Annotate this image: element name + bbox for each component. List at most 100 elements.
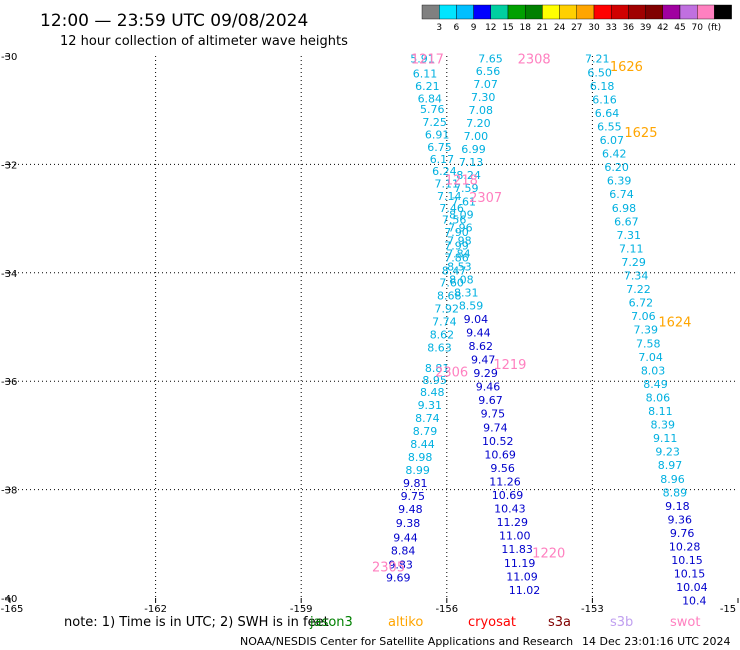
credit-text: NOAA/NESDIS Center for Satellite Applica… <box>240 635 573 648</box>
x-tick-label: -153 <box>581 604 604 615</box>
track-time-label: 1218 <box>445 174 478 189</box>
wave-height-value: 9.23 <box>655 446 680 459</box>
y-tick-label: -32 <box>1 160 17 171</box>
wave-height-value: 7.14 <box>437 190 462 203</box>
colorbar-swatch <box>421 4 440 20</box>
wave-height-value: 7.21 <box>585 53 610 66</box>
wave-height-value: 5.76 <box>420 103 445 116</box>
chart-title: 12:00 — 23:59 UTC 09/08/2024 <box>40 11 308 31</box>
wave-height-value: 8.49 <box>643 378 668 391</box>
wave-height-value: 10.4 <box>682 595 707 608</box>
wave-height-value: 6.21 <box>415 80 440 93</box>
y-tick-label: -30 <box>1 52 17 63</box>
wave-height-value: 9.44 <box>393 531 418 544</box>
satellite-legend-item: cryosat <box>468 615 516 630</box>
colorbar-swatch <box>662 4 681 20</box>
wave-height-value: 6.56 <box>476 65 501 78</box>
wave-height-value: 8.53 <box>447 260 472 273</box>
colorbar-swatch <box>697 4 715 20</box>
wave-height-value: 8.59 <box>459 299 484 312</box>
wave-height-value: 8.95 <box>422 374 447 387</box>
wave-height-value: 11.02 <box>509 584 541 597</box>
wave-height-value: 6.67 <box>614 215 639 228</box>
track-time-label: 1217 <box>411 53 444 68</box>
wave-height-value: 9.31 <box>418 399 443 412</box>
wave-height-value: 6.24 <box>432 165 457 178</box>
wave-height-value: 10.15 <box>671 554 703 567</box>
wave-height-value: 8.79 <box>413 425 438 438</box>
colorbar-swatch <box>679 4 698 20</box>
wave-height-value: 7.84 <box>446 247 471 260</box>
wave-height-value: 8.44 <box>410 438 435 451</box>
colorbar-label: 36 <box>623 23 635 33</box>
wave-height-value: 7.61 <box>452 195 477 208</box>
wave-height-value: 9.83 <box>388 558 413 571</box>
wave-height-value: 7.90 <box>444 226 469 239</box>
wave-height-value: 8.81 <box>425 362 450 375</box>
wave-height-value: 10.69 <box>484 448 516 461</box>
y-tick-label: -34 <box>1 269 17 280</box>
wave-height-value: 7.06 <box>631 310 656 323</box>
wave-height-value: 7.60 <box>439 277 464 290</box>
wave-height-value: 9.11 <box>653 432 678 445</box>
colorbar-swatch <box>593 4 612 20</box>
wave-height-value: 10.69 <box>492 489 524 502</box>
wave-height-value: 8.06 <box>646 391 671 404</box>
wave-height-value: 8.39 <box>651 419 676 432</box>
wave-height-value: 9.76 <box>670 527 695 540</box>
wave-height-value: 10.28 <box>669 541 701 554</box>
y-tick-label: -36 <box>1 377 17 388</box>
wave-height-value: 8.08 <box>449 273 474 286</box>
wave-height-value: 10.43 <box>494 503 526 516</box>
wave-height-value: 9.47 <box>471 354 496 367</box>
colorbar-label: 33 <box>605 23 616 33</box>
wave-height-value: 6.91 <box>425 129 450 142</box>
y-tick-label: -38 <box>1 486 17 497</box>
track-time-label: 1220 <box>532 546 565 561</box>
wave-height-value: 9.29 <box>473 367 498 380</box>
satellite-legend-item: swot <box>670 615 700 630</box>
wave-height-value: 11.83 <box>501 543 533 556</box>
track-time-label: 2305 <box>372 561 405 576</box>
y-tick-label: -40 <box>1 594 17 605</box>
wave-height-value: 7.98 <box>447 234 472 247</box>
colorbar-label: 39 <box>640 23 652 33</box>
wave-height-value: 9.74 <box>483 421 508 434</box>
colorbar-swatch <box>456 4 474 20</box>
track-time-label: 1219 <box>493 358 526 373</box>
wave-height-value: 7.74 <box>432 316 457 329</box>
wave-height-value: 7.92 <box>435 303 460 316</box>
wave-height-value: 8.09 <box>449 208 474 221</box>
wave-height-value: 9.44 <box>466 326 491 339</box>
colorbar-label: (ft) <box>708 23 722 33</box>
wave-height-value: 8.24 <box>456 169 481 182</box>
wave-height-value: 11.26 <box>489 475 521 488</box>
wave-height-value: 6.07 <box>600 134 625 147</box>
wave-height-value: 7.59 <box>454 182 479 195</box>
wave-height-value: 9.69 <box>386 571 411 584</box>
wave-height-value: 8.47 <box>442 265 467 278</box>
colorbar-label: 42 <box>657 23 668 33</box>
wave-height-value: 7.58 <box>636 337 661 350</box>
colorbar-swatch <box>559 4 577 20</box>
wave-height-value: 9.81 <box>403 477 428 490</box>
colorbar-label: 30 <box>588 23 600 33</box>
x-tick-label: -15 <box>720 604 736 615</box>
wave-height-value: 9.56 <box>490 462 515 475</box>
satellite-legend-item: s3b <box>610 615 633 630</box>
wave-height-value: 6.18 <box>590 80 615 93</box>
wave-height-value: 7.96 <box>448 221 473 234</box>
colorbar-label: 70 <box>691 23 703 33</box>
axes: -165 -162 -159 -156 -153 -15 -40 -38 -36 -34 -32 -3… <box>1 52 739 615</box>
wave-height-value: 9.46 <box>476 381 501 394</box>
wave-height-value: 9.67 <box>478 394 503 407</box>
colorbar-swatch <box>525 4 543 20</box>
wave-height-value: 7.04 <box>638 351 663 364</box>
wave-height-value: 7.46 <box>439 202 464 215</box>
x-tick-label: -159 <box>290 604 313 615</box>
wave-height-value: 7.25 <box>422 116 447 129</box>
wave-height-value: 6.99 <box>461 143 486 156</box>
colorbar-label: 45 <box>674 23 685 33</box>
x-tick-label: -165 <box>1 604 24 615</box>
satellite-legend: jason3 altiko cryosat s3a s3b swot <box>309 615 700 630</box>
